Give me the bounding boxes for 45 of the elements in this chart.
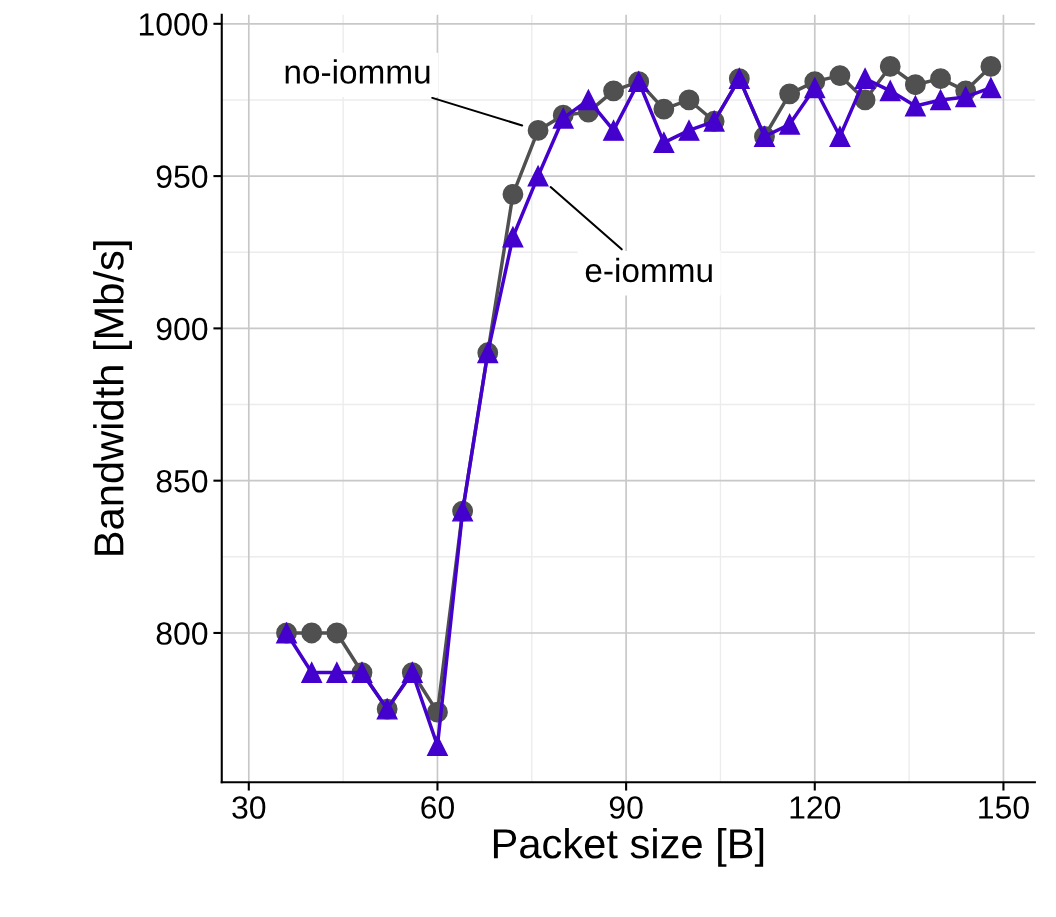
point: [653, 98, 675, 120]
x-axis-title: Packet size [B]: [493, 827, 764, 867]
point: [804, 77, 826, 99]
point: [980, 77, 1002, 99]
point: [527, 119, 549, 141]
point: [955, 86, 977, 108]
point: [930, 89, 951, 111]
x-tick-label: 90: [609, 796, 643, 819]
point: [829, 126, 851, 147]
x-tick-label: 150: [979, 796, 1029, 819]
x-tick-label: 30: [232, 796, 266, 819]
point: [603, 80, 624, 102]
point: [427, 735, 448, 757]
point: [779, 113, 801, 135]
point: [527, 165, 549, 187]
x-tick-label: 120: [790, 796, 841, 819]
series-label: e-iommu: [585, 257, 712, 283]
point: [678, 119, 700, 141]
point: [678, 89, 700, 111]
text: no-iommu: [285, 59, 430, 84]
point: [879, 56, 901, 77]
point: [904, 95, 926, 117]
point: [577, 89, 599, 111]
y-tick-label: 800: [156, 622, 208, 645]
point: [301, 622, 323, 644]
y-tick-label: 1000: [139, 13, 208, 36]
point: [904, 74, 926, 96]
y-tick-label: 900: [156, 317, 208, 341]
point: [653, 132, 675, 154]
y-axis-title: Bandwidth [Mb/s]: [93, 241, 132, 555]
point: [301, 662, 323, 683]
point: [603, 119, 624, 141]
point: [930, 68, 951, 90]
point: [829, 65, 851, 87]
x-tick-label: 60: [421, 796, 454, 819]
point: [980, 56, 1002, 77]
point: [879, 80, 901, 102]
point: [502, 183, 524, 205]
point: [502, 226, 524, 248]
point: [779, 83, 801, 105]
point: [326, 622, 348, 644]
point: [326, 662, 348, 683]
y-tick-label: 950: [156, 165, 208, 188]
y-tick-label: 850: [156, 469, 208, 493]
point: [854, 68, 876, 90]
